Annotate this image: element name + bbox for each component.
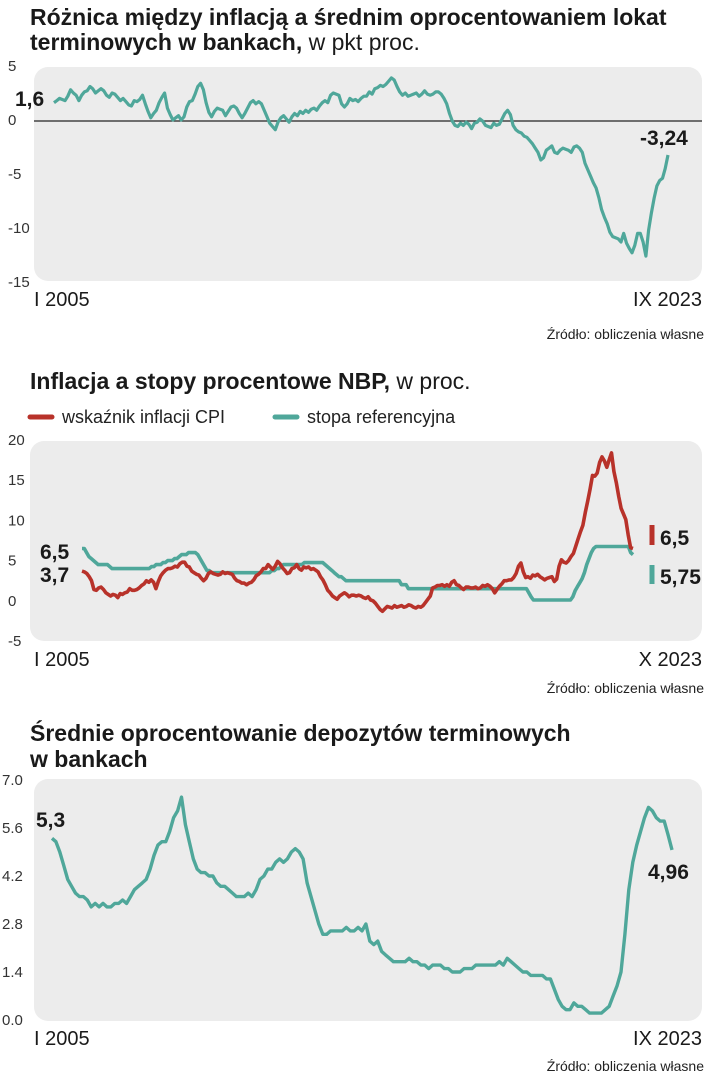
- chart-1-y-tick-label: -15: [8, 274, 30, 291]
- chart-2-title-line: Inflacja a stopy procentowe NBP, w proc.: [30, 368, 471, 394]
- chart-3-y-tick-label: 2.8: [2, 916, 23, 933]
- chart-3-source: Źródło: obliczenia własne: [547, 1058, 704, 1074]
- chart-1-start-annotation: 1,6: [15, 88, 44, 111]
- chart-3-title-line2: w bankach: [29, 746, 148, 772]
- chart-2-end-annotation-cpi: 6,5: [660, 527, 690, 550]
- chart-3-panel: [34, 779, 702, 1021]
- chart-3-y-tick-label: 1.4: [2, 964, 23, 981]
- chart-2-y-tick-label: 15: [8, 472, 25, 489]
- legend-ref-label: stopa referencyjna: [307, 407, 456, 427]
- chart-2-legend: wskaźnik inflacji CPI stopa referencyjna: [27, 407, 456, 427]
- chart-2-ref-rate-line: [82, 544, 635, 602]
- chart-2-x-start-label: I 2005: [34, 649, 90, 671]
- chart-2-panel: [30, 441, 702, 641]
- chart-2-x-end-label: X 2023: [639, 649, 702, 671]
- chart-1-y-tick-label: 5: [8, 58, 16, 75]
- chart-2-y-tick-label: -5: [8, 633, 21, 650]
- chart-2-y-tick-label: 0: [8, 593, 16, 610]
- chart-1-end-annotation: -3,24: [640, 127, 688, 150]
- chart-2-cpi-line: [81, 451, 634, 614]
- chart-3: Średnie oprocentowanie depozytów termino…: [2, 719, 704, 1074]
- chart-3-series-line: [50, 795, 674, 1015]
- chart-2-source: Źródło: obliczenia własne: [547, 680, 704, 696]
- chart-1-y-ticks: 5 0 -5 -10 -15: [8, 58, 30, 291]
- chart-1-x-end-label: IX 2023: [633, 289, 702, 311]
- chart-3-x-end-label: IX 2023: [633, 1028, 702, 1050]
- chart-1: Różnica między inflacją a średnim oproce…: [8, 4, 704, 342]
- chart-2-title: Inflacja a stopy procentowe NBP,: [30, 368, 390, 394]
- chart-3-y-tick-label: 0.0: [2, 1012, 23, 1029]
- chart-1-title: Różnica między inflacją a średnim oproce…: [30, 4, 667, 30]
- chart-2-title-unit: w proc.: [390, 368, 471, 394]
- chart-1-y-tick-label: 0: [8, 112, 16, 129]
- chart-1-y-tick-label: -10: [8, 220, 30, 237]
- chart-1-source: Źródło: obliczenia własne: [547, 326, 704, 342]
- chart-1-series-line: [53, 76, 670, 258]
- chart-1-title-part2: terminowych w bankach,: [30, 29, 302, 55]
- chart-3-y-tick-label: 4.2: [2, 868, 23, 885]
- chart-2-start-annotation-ref: 6,5: [40, 541, 70, 564]
- chart-3-title: Średnie oprocentowanie depozytów termino…: [30, 719, 571, 746]
- chart-3-y-tick-label: 7.0: [2, 772, 23, 789]
- legend-cpi-label: wskaźnik inflacji CPI: [61, 407, 225, 427]
- chart-2-y-tick-label: 10: [8, 512, 25, 529]
- chart-1-title-unit: w pkt proc.: [302, 29, 420, 55]
- chart-3-end-annotation: 4,96: [648, 861, 689, 884]
- chart-2-y-tick-label: 5: [8, 553, 16, 570]
- chart-2-y-tick-label: 20: [8, 432, 25, 449]
- chart-1-title-line2: terminowych w bankach, w pkt proc.: [30, 29, 420, 55]
- chart-2-end-annotation-ref: 5,75: [660, 566, 701, 589]
- chart-2: Inflacja a stopy procentowe NBP, w proc.…: [8, 368, 704, 696]
- chart-1-x-start-label: I 2005: [34, 289, 90, 311]
- chart-3-y-ticks: 7.0 5.6 4.2 2.8 1.4 0.0: [2, 772, 23, 1029]
- chart-3-y-tick-label: 5.6: [2, 820, 23, 837]
- chart-2-y-ticks: 20 15 10 5 0 -5: [8, 432, 25, 650]
- chart-1-y-tick-label: -5: [8, 166, 21, 183]
- chart-3-start-annotation: 5,3: [36, 809, 65, 832]
- chart-3-x-start-label: I 2005: [34, 1028, 90, 1050]
- chart-2-start-annotation-cpi: 3,7: [40, 564, 69, 587]
